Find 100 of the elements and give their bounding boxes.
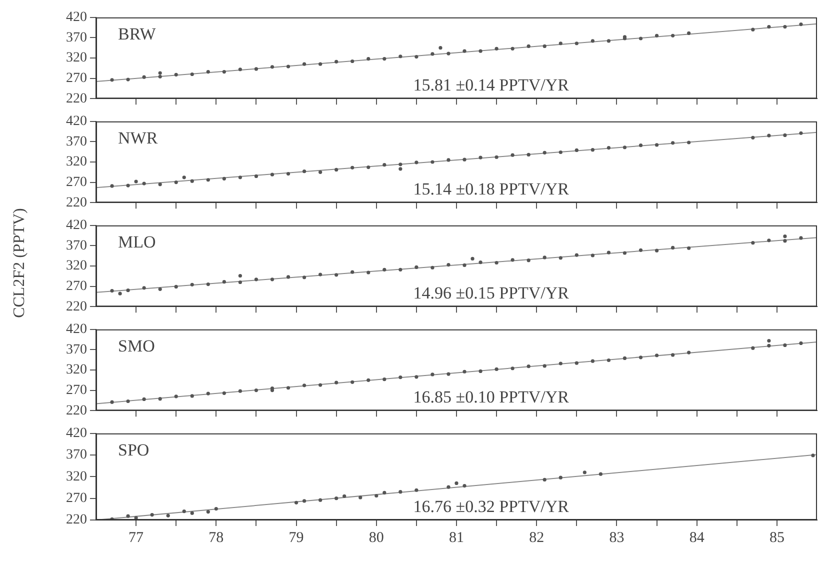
point [110, 288, 114, 293]
y-tick-label: 270 [66, 491, 87, 506]
point [799, 236, 803, 240]
point [174, 394, 178, 398]
point [654, 34, 659, 38]
point [238, 280, 242, 284]
point [126, 399, 130, 404]
point [542, 364, 546, 368]
x-tick-label: 80 [368, 530, 384, 546]
point [254, 174, 258, 178]
point [414, 54, 418, 59]
point [767, 134, 771, 138]
point [238, 274, 242, 278]
point [302, 384, 306, 388]
point [430, 160, 434, 164]
annotation: MLO [118, 232, 156, 252]
x-tick-label: 78 [208, 530, 224, 546]
x-tick-label: 77 [128, 530, 144, 546]
point [342, 494, 346, 498]
point [206, 282, 210, 286]
point [334, 60, 338, 64]
point [366, 165, 370, 170]
y-tick-label: 220 [66, 91, 87, 106]
x-tick-label: 82 [529, 530, 544, 546]
point [318, 272, 322, 276]
point [590, 148, 594, 152]
point [478, 49, 482, 53]
point [638, 144, 643, 148]
y-tick-label: 220 [66, 403, 87, 418]
point [574, 42, 578, 46]
point [598, 472, 602, 476]
point [654, 143, 659, 147]
point [478, 260, 482, 264]
point [182, 510, 186, 514]
point [582, 470, 586, 474]
point [542, 150, 546, 154]
point [526, 44, 530, 48]
point [558, 362, 562, 366]
point [350, 166, 354, 170]
point [811, 454, 815, 458]
point [767, 338, 771, 343]
point [414, 488, 418, 492]
point [334, 168, 338, 172]
point [190, 511, 194, 515]
point [270, 278, 274, 282]
point [350, 59, 354, 64]
point [414, 375, 418, 379]
point [454, 481, 458, 485]
point [366, 57, 370, 61]
point [398, 167, 402, 171]
point [414, 265, 418, 270]
point [783, 234, 787, 238]
point [606, 250, 611, 254]
y-axis-title: CCL2F2 (PPTV) [11, 207, 29, 320]
point [478, 369, 482, 374]
point [446, 372, 450, 376]
annotation: 15.81 ±0.14 PPTV/YR [413, 76, 570, 95]
point [438, 46, 442, 50]
point [767, 344, 771, 348]
point [366, 270, 370, 274]
point [126, 78, 130, 82]
point [334, 380, 338, 384]
point [142, 286, 146, 290]
y-tick-label: 270 [66, 278, 87, 294]
point [671, 141, 675, 145]
point [430, 372, 434, 376]
point [687, 246, 691, 250]
point [366, 378, 370, 382]
point [238, 68, 242, 72]
point [510, 46, 514, 50]
point [446, 485, 450, 489]
point [622, 356, 627, 360]
point [606, 39, 611, 43]
y-tick-label: 370 [66, 238, 87, 254]
point [574, 361, 578, 365]
point [494, 367, 498, 371]
point [398, 376, 402, 380]
y-tick-label: 370 [66, 30, 87, 46]
point [206, 178, 210, 182]
point [510, 258, 514, 262]
point [526, 364, 530, 368]
y-tick-label: 320 [66, 154, 87, 170]
point [142, 397, 146, 402]
point [254, 278, 258, 282]
point [238, 389, 242, 393]
point [767, 24, 771, 29]
point [318, 170, 322, 174]
point [751, 136, 755, 140]
point [134, 180, 138, 184]
point [398, 268, 402, 272]
point [382, 57, 386, 61]
point [510, 366, 514, 370]
point [318, 62, 322, 66]
point [190, 282, 194, 286]
point [622, 146, 627, 150]
point [478, 156, 482, 160]
point [318, 498, 322, 502]
point [286, 275, 290, 279]
point [590, 359, 594, 363]
point [462, 263, 466, 267]
